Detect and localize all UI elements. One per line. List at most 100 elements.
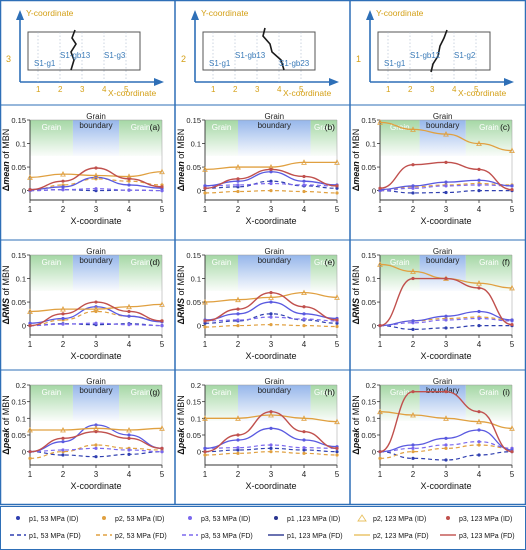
data-point bbox=[203, 319, 207, 323]
y-tick-label: 0 bbox=[197, 187, 201, 196]
y-tick-label: 0.05 bbox=[361, 431, 376, 440]
grain-label: S1-g3 bbox=[104, 51, 126, 60]
data-point bbox=[160, 323, 164, 328]
legend-label: p1 ,123 MPa (ID) bbox=[287, 516, 340, 523]
data-point bbox=[378, 456, 382, 460]
x-tick-label: 3 bbox=[94, 340, 99, 349]
data-point bbox=[202, 415, 208, 421]
data-point bbox=[377, 119, 383, 125]
x-tick-label: 2 bbox=[236, 205, 241, 214]
data-point bbox=[160, 185, 164, 189]
y-tick-label: 0.15 bbox=[361, 398, 376, 407]
y-label-delta: Δ bbox=[351, 448, 361, 455]
data-point bbox=[411, 276, 415, 281]
data-point bbox=[444, 318, 448, 322]
data-point bbox=[411, 184, 415, 188]
y-tick-label: 0.1 bbox=[16, 275, 26, 284]
y-tick-label: 0 bbox=[372, 322, 376, 331]
data-point bbox=[443, 415, 449, 421]
data-point bbox=[510, 184, 514, 188]
y-tick-label: 0.2 bbox=[16, 381, 26, 390]
x-tick-label: 4 bbox=[477, 340, 482, 349]
data-point bbox=[269, 443, 273, 447]
data-point bbox=[335, 450, 339, 454]
y-label-suffix: of MBN bbox=[351, 129, 361, 162]
grain-band bbox=[380, 120, 420, 156]
x-axis-label: X-coordinate bbox=[70, 216, 121, 226]
legend-frame bbox=[0, 506, 526, 550]
data-point bbox=[301, 289, 307, 296]
y-tick-label: 0 bbox=[197, 322, 201, 331]
x-tick-label: 1 bbox=[203, 470, 208, 479]
data-point bbox=[269, 323, 273, 327]
data-point bbox=[127, 179, 131, 183]
x-axis-label: X-coordinate bbox=[420, 351, 471, 361]
data-point bbox=[269, 450, 273, 454]
data-point bbox=[27, 426, 33, 433]
data-point bbox=[509, 147, 515, 153]
legend-label: p2, 123 MPa (FD) bbox=[373, 533, 429, 540]
data-point bbox=[236, 323, 240, 328]
panel-label: (d) bbox=[150, 257, 161, 267]
grain-band bbox=[465, 385, 512, 421]
data-point bbox=[510, 188, 514, 192]
x-tick-label: 2 bbox=[61, 340, 66, 349]
data-point bbox=[476, 280, 482, 286]
x-tick-label: 4 bbox=[302, 470, 307, 479]
grain-band bbox=[119, 255, 162, 291]
y-tick-label: 0.1 bbox=[191, 140, 201, 149]
y-label-metric: peak bbox=[1, 427, 11, 450]
y-label-metric: peak bbox=[176, 427, 186, 450]
x-tick-label: 5 bbox=[160, 340, 165, 349]
x-tick-label: 1 bbox=[378, 470, 383, 479]
data-point bbox=[444, 180, 448, 184]
data-point bbox=[477, 183, 481, 187]
panel-label: (e) bbox=[325, 257, 336, 267]
schematic-tick-label: 2 bbox=[233, 85, 238, 94]
data-point bbox=[444, 314, 448, 318]
y-tick-label: 0.1 bbox=[191, 414, 201, 423]
data-point bbox=[61, 316, 65, 321]
y-axis-label: Δpeak of MBN bbox=[1, 395, 11, 455]
schematic-tick-label: 1 bbox=[386, 85, 391, 94]
y-tick-label: 0.2 bbox=[191, 381, 201, 390]
schematic-tick-label: 3 bbox=[80, 85, 85, 94]
arrow-head bbox=[329, 78, 339, 86]
band-label: Grain bbox=[479, 388, 499, 397]
data-point bbox=[477, 178, 481, 182]
grain-band bbox=[205, 385, 238, 421]
data-point bbox=[28, 450, 32, 454]
data-point bbox=[477, 316, 481, 321]
schematic-y-label: Y-coordinate bbox=[376, 8, 424, 18]
y-tick-label: 0.05 bbox=[186, 431, 201, 440]
data-point bbox=[302, 189, 306, 194]
data-point bbox=[269, 410, 273, 414]
data-point bbox=[203, 184, 207, 188]
band-label: Grain bbox=[479, 123, 499, 132]
data-point bbox=[235, 296, 241, 303]
data-point bbox=[334, 294, 340, 300]
panel-label: (f) bbox=[502, 257, 510, 267]
x-tick-label: 3 bbox=[94, 470, 99, 479]
legend-label: p1, 123 MPa (FD) bbox=[287, 533, 343, 540]
legend-marker bbox=[446, 516, 450, 520]
band-label: boundary bbox=[79, 121, 112, 130]
y-axis-label: Δpeak of MBN bbox=[351, 395, 361, 455]
band-label: Grain bbox=[42, 123, 62, 132]
data-point bbox=[378, 186, 382, 190]
data-point bbox=[335, 324, 339, 329]
y-label-delta: Δ bbox=[176, 184, 186, 191]
grain-band bbox=[205, 120, 238, 156]
grain-label: S1-gb23 bbox=[279, 59, 310, 68]
data-point bbox=[411, 443, 415, 447]
data-point bbox=[335, 453, 339, 457]
data-point bbox=[94, 321, 98, 325]
band-label: Grain bbox=[86, 247, 106, 256]
grain-label: S1-gb13 bbox=[235, 51, 266, 60]
schematic-column-number: 3 bbox=[6, 54, 11, 64]
x-axis-label: X-coordinate bbox=[245, 351, 296, 361]
data-point bbox=[334, 159, 340, 165]
data-point bbox=[60, 171, 66, 177]
